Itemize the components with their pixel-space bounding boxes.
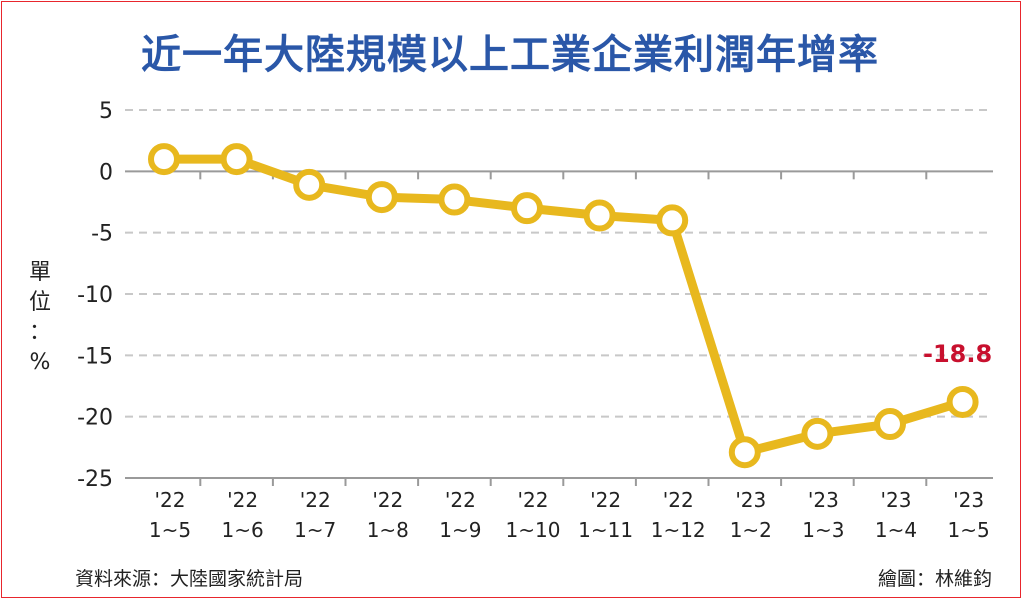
- data-label: -18.8: [923, 340, 992, 368]
- x-tick-label-period: 1~10: [506, 518, 561, 542]
- x-tick-label-year: '23: [735, 488, 766, 512]
- data-point: [220, 143, 253, 176]
- data-point: [148, 143, 180, 176]
- data-point: [365, 181, 398, 214]
- y-tick-label: -25: [77, 467, 113, 492]
- data-point: [728, 436, 761, 469]
- x-tick-label-period: 1~3: [802, 518, 844, 542]
- x-tick-label-year: '22: [155, 488, 186, 512]
- y-tick-label: -15: [77, 344, 113, 369]
- y-tick-label: -20: [77, 406, 113, 431]
- unit-char: %: [29, 350, 51, 375]
- data-point: [438, 183, 471, 216]
- series-line: [159, 154, 968, 457]
- x-tick-label-year: '23: [953, 488, 984, 512]
- x-tick-label-period: 1~6: [221, 518, 263, 542]
- x-tick-label-period: 1~11: [578, 518, 633, 542]
- x-tick-label-year: '22: [372, 488, 403, 512]
- y-tick-label: 5: [99, 99, 113, 124]
- data-point: [583, 199, 616, 232]
- unit-char: 位: [28, 290, 51, 315]
- data-point: [874, 408, 906, 441]
- x-tick-label-year: '22: [590, 488, 621, 512]
- y-tick-label: -10: [77, 283, 113, 308]
- data-source-note: 資料來源：大陸國家統計局: [75, 568, 304, 590]
- data-point: [946, 385, 979, 418]
- y-axis-unit-label: 單 位 ： %: [22, 258, 58, 378]
- data-point: [801, 417, 834, 450]
- chart-title: 近一年大陸規模以上工業企業利潤年增率: [141, 32, 879, 78]
- unit-char: ：: [28, 320, 51, 345]
- data-point: [293, 168, 326, 201]
- x-tick-label-period: 1~4: [875, 518, 917, 542]
- x-tick-label-year: '22: [518, 488, 549, 512]
- x-tick-label-year: '22: [445, 488, 476, 512]
- data-point: [511, 192, 543, 225]
- x-tick-label-year: '22: [227, 488, 258, 512]
- x-tick-label-period: 1~9: [439, 518, 481, 542]
- x-tick-label-period: 1~5: [149, 518, 191, 542]
- unit-char: 單: [28, 260, 51, 285]
- x-tick-label-period: 1~2: [730, 518, 772, 542]
- x-tick-label-period: 1~5: [947, 518, 989, 542]
- x-tick-label-period: 1~12: [651, 518, 706, 542]
- data-point: [656, 204, 689, 237]
- x-tick-label-year: '23: [808, 488, 839, 512]
- x-tick-label-year: '23: [881, 488, 912, 512]
- x-tick-label-period: 1~8: [367, 518, 409, 542]
- x-tick-label-period: 1~7: [294, 518, 336, 542]
- x-tick-label-year: '22: [663, 488, 694, 512]
- x-tick-label-year: '22: [300, 488, 331, 512]
- graphic-credit: 繪圖：林維鈞: [877, 568, 992, 590]
- y-tick-label: 0: [99, 160, 113, 185]
- y-tick-label: -5: [91, 222, 113, 247]
